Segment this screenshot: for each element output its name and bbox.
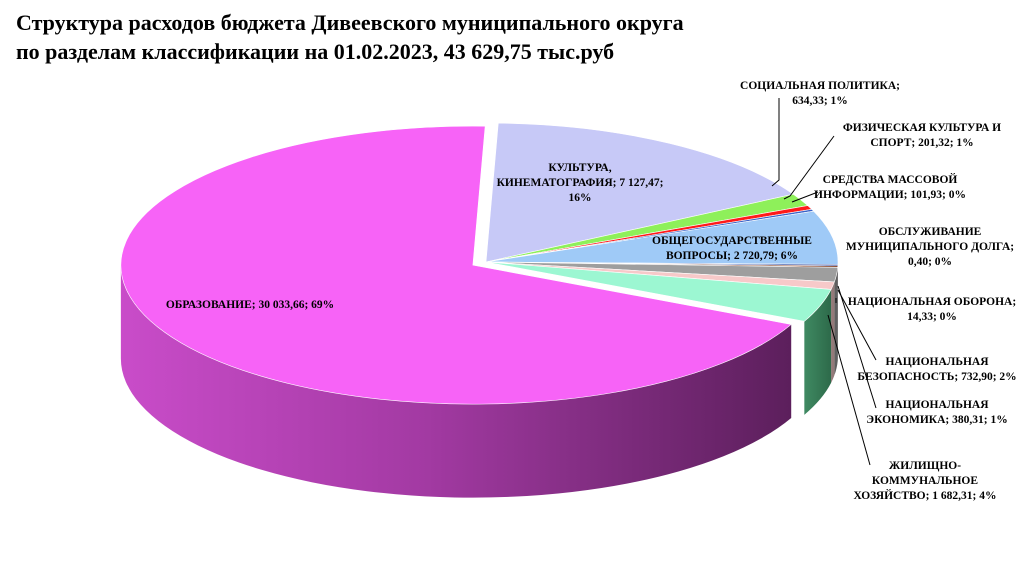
slice-label-6-line-1: МУНИЦИПАЛЬНОГО ДОЛГА; bbox=[846, 241, 1014, 253]
slice-label-3-line-0: ФИЗИЧЕСКАЯ КУЛЬТУРА И bbox=[843, 122, 1001, 134]
slice-label-7: НАЦИОНАЛЬНАЯ ОБОРОНА; 14,33; 0% bbox=[848, 296, 1016, 323]
slice-label-4-line-0: СРЕДСТВА МАССОВОЙ bbox=[823, 172, 958, 186]
slice-label-10-line-2: ХОЗЯЙСТВО; 1 682,31; 4% bbox=[853, 488, 996, 502]
slice-label-4-line-1: ИНФОРМАЦИИ; 101,93; 0% bbox=[814, 189, 966, 201]
slice-label-2-line-0: СОЦИАЛЬНАЯ ПОЛИТИКА; bbox=[740, 80, 900, 92]
slice-label-0-line-0: ОБРАЗОВАНИЕ; 30 033,66; 69% bbox=[166, 299, 334, 311]
slice-label-1-line-1: КИНЕМАТОГРАФИЯ; 7 127,47; bbox=[497, 177, 664, 189]
slice-label-3-line-1: СПОРТ; 201,32; 1% bbox=[870, 137, 973, 149]
label-leaders bbox=[771, 98, 877, 466]
slice-label-4: СРЕДСТВА МАССОВОЙ ИНФОРМАЦИИ; 101,93; 0% bbox=[814, 172, 966, 201]
pie-slice-1 bbox=[485, 122, 795, 263]
slice-labels: ОБРАЗОВАНИЕ; 30 033,66; 69% КУЛЬТУРА, КИНЕ… bbox=[166, 80, 1017, 502]
slice-label-1-line-0: КУЛЬТУРА, bbox=[548, 162, 611, 174]
slice-label-7-line-1: 14,33; 0% bbox=[907, 311, 957, 323]
slice-label-5-line-1: ВОПРОСЫ; 2 720,79; 6% bbox=[666, 250, 798, 262]
leader-line-8 bbox=[837, 289, 877, 361]
slice-label-3: ФИЗИЧЕСКАЯ КУЛЬТУРА И СПОРТ; 201,32; 1% bbox=[843, 122, 1001, 149]
slice-label-8-line-0: НАЦИОНАЛЬНАЯ bbox=[885, 356, 989, 368]
slice-label-5-line-0: ОБЩЕГОСУДАРСТВЕННЫЕ bbox=[652, 235, 812, 247]
slice-label-2: СОЦИАЛЬНАЯ ПОЛИТИКА; 634,33; 1% bbox=[740, 80, 900, 107]
leader-line-9 bbox=[837, 285, 877, 409]
pie-side-10 bbox=[804, 289, 832, 415]
slice-label-6-line-2: 0,40; 0% bbox=[908, 256, 952, 268]
slice-label-10-line-1: КОММУНАЛЬНОЕ bbox=[872, 475, 978, 487]
slice-label-9-line-0: НАЦИОНАЛЬНАЯ bbox=[885, 399, 989, 411]
slice-label-8: НАЦИОНАЛЬНАЯ БЕЗОПАСНОСТЬ; 732,90; 2% bbox=[857, 356, 1016, 383]
slice-label-9: НАЦИОНАЛЬНАЯ ЭКОНОМИКА; 380,31; 1% bbox=[866, 399, 1007, 426]
chart-title: Структура расходов бюджета Дивеевского м… bbox=[16, 8, 1016, 66]
slice-label-7-line-0: НАЦИОНАЛЬНАЯ ОБОРОНА; bbox=[848, 296, 1016, 308]
pie-tops bbox=[120, 122, 839, 405]
leader-line-10 bbox=[827, 314, 871, 466]
slice-label-8-line-1: БЕЗОПАСНОСТЬ; 732,90; 2% bbox=[857, 371, 1016, 383]
chart-title-line-2: по разделам классификации на 01.02.2023,… bbox=[16, 39, 615, 64]
slice-label-2-line-1: 634,33; 1% bbox=[792, 95, 848, 107]
slice-label-10-line-0: ЖИЛИЩНО- bbox=[889, 460, 961, 472]
slice-label-1-line-2: 16% bbox=[569, 192, 592, 204]
slice-label-9-line-1: ЭКОНОМИКА; 380,31; 1% bbox=[866, 414, 1007, 426]
slice-label-5: ОБЩЕГОСУДАРСТВЕННЫЕ ВОПРОСЫ; 2 720,79; 6% bbox=[652, 235, 812, 262]
pie-side-0 bbox=[120, 265, 792, 498]
leader-line-3 bbox=[783, 135, 835, 200]
leader-line-2 bbox=[771, 98, 780, 187]
pie-slice-5 bbox=[485, 210, 839, 265]
slice-label-6-line-0: ОБСЛУЖИВАНИЕ bbox=[879, 226, 982, 238]
chart-title-line-1: Структура расходов бюджета Дивеевского м… bbox=[16, 10, 684, 35]
slice-label-0: ОБРАЗОВАНИЕ; 30 033,66; 69% bbox=[166, 299, 334, 311]
leader-line-4 bbox=[791, 191, 819, 203]
pie-side-8 bbox=[834, 267, 838, 376]
slice-label-1: КУЛЬТУРА, КИНЕМАТОГРАФИЯ; 7 127,47; 16% bbox=[497, 162, 664, 204]
slice-label-10: ЖИЛИЩНО- КОММУНАЛЬНОЕ ХОЗЯЙСТВО; 1 682,31;… bbox=[853, 460, 996, 502]
pie-slice-0 bbox=[120, 125, 792, 405]
slice-label-6: ОБСЛУЖИВАНИЕ МУНИЦИПАЛЬНОГО ДОЛГА; 0,40; 0… bbox=[846, 226, 1014, 268]
pie-slice-10 bbox=[485, 261, 832, 322]
